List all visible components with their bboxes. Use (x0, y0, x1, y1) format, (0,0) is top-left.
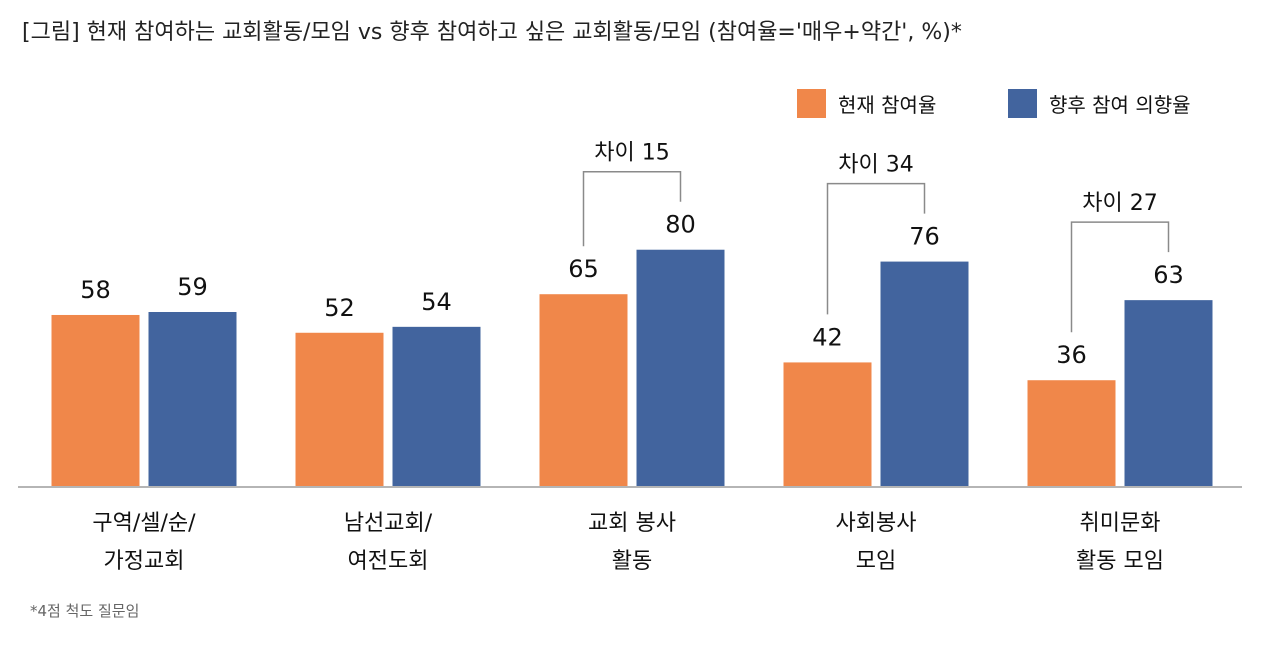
category-label-4-line-1: 활동 모임 (1076, 549, 1164, 574)
gap-label-1: 차이 34 (838, 153, 913, 178)
gap-bracket-1 (826, 182, 926, 315)
bar-0-1 (295, 332, 384, 487)
bar-1-1 (392, 326, 481, 487)
category-label-2-line-1: 활동 (612, 549, 652, 574)
bar-1-2 (636, 249, 725, 487)
bar-1-0 (148, 312, 237, 487)
bar-0-2 (539, 294, 628, 487)
value-label-1-0: 59 (177, 273, 208, 301)
value-label-1-1: 54 (421, 288, 452, 316)
gap-annotations: 차이 15 차이 34 차이 27 (582, 141, 1170, 333)
value-label-0-2: 65 (568, 255, 599, 283)
value-label-1-3: 76 (909, 223, 940, 251)
bar-1-3 (880, 261, 969, 487)
category-label-0-line-0: 구역/셀/순/ (92, 511, 196, 536)
bar-1-4 (1124, 300, 1213, 487)
category-label-3-line-1: 모임 (856, 549, 896, 574)
category-label-1-line-0: 남선교회/ (344, 511, 433, 536)
gap-label-2: 차이 27 (1082, 191, 1157, 216)
value-label-0-3: 42 (812, 323, 843, 351)
legend-swatch-1 (1008, 89, 1037, 118)
value-label-0-0: 58 (80, 276, 111, 304)
category-label-1-line-1: 여전도회 (348, 549, 429, 574)
value-label-0-4: 36 (1056, 341, 1087, 369)
chart-title: [그림] 현재 참여하는 교회활동/모임 vs 향후 참여하고 싶은 교회활동/… (22, 20, 962, 45)
legend: 현재 참여율 향후 참여 의향율 (797, 89, 1191, 118)
bar-0-4 (1027, 380, 1116, 487)
category-label-3-line-0: 사회봉사 (836, 511, 917, 536)
legend-label-0: 현재 참여율 (838, 93, 936, 117)
category-label-4-line-0: 취미문화 (1080, 511, 1161, 536)
footnote: *4점 척도 질문임 (30, 602, 140, 620)
category-label-0-line-1: 가정교회 (104, 549, 185, 574)
gap-label-0: 차이 15 (594, 141, 669, 166)
bars-group: 58 59 52 54 65 80 42 76 36 63 (51, 211, 1213, 487)
category-label-2-line-0: 교회 봉사 (588, 511, 676, 536)
gap-bracket-2 (1070, 221, 1170, 333)
bar-0-0 (51, 314, 140, 487)
legend-swatch-0 (797, 89, 826, 118)
value-label-0-1: 52 (324, 294, 355, 322)
bar-0-3 (783, 362, 872, 487)
legend-label-1: 향후 참여 의향율 (1049, 93, 1191, 117)
value-label-1-4: 63 (1153, 261, 1184, 289)
gap-bracket-0 (582, 170, 682, 247)
value-label-1-2: 80 (665, 211, 696, 239)
